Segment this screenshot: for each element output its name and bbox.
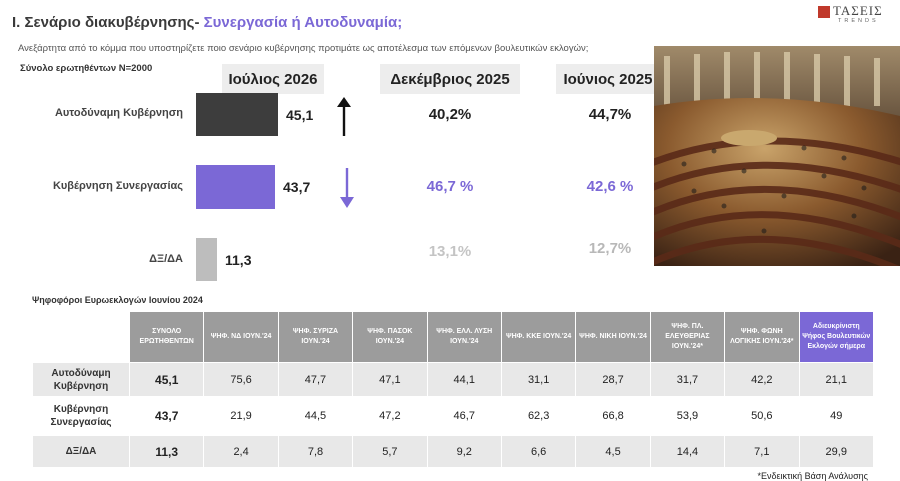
table-cell: 21,1 — [798, 362, 875, 396]
table-cell: 66,8 — [575, 396, 651, 436]
table-cell: 46,7 — [426, 396, 502, 436]
comparison-value: 12,7% — [588, 240, 632, 257]
category-label: ΔΞ/ΔΑ — [149, 253, 183, 265]
table-cell: 7,8 — [277, 436, 354, 467]
table-cell: 28,7 — [575, 362, 651, 396]
table-header-cell: Αδιευκρίνιστη Ψήφος Βουλευτικών Εκλογών … — [798, 311, 875, 363]
bar — [196, 165, 275, 209]
table-caption: Ψηφοφόροι Ευρωεκλογών Ιουνίου 2024 — [32, 295, 203, 305]
logo-sub: TRENDS — [838, 18, 879, 24]
table-cell: 44,5 — [277, 396, 354, 436]
table-header-cell: ΨΗΦ. ΠΛ. ΕΛΕΥΘΕΡΙΑΣ ΙΟΥΝ.'24* — [649, 311, 726, 363]
table-cell: 47,7 — [277, 362, 354, 396]
table-cell: 29,9 — [798, 436, 875, 467]
question-text: Ανεξάρτητα από το κόμμα που υποστηρίζετε… — [18, 43, 589, 54]
table-cell: 7,1 — [724, 436, 800, 467]
comparison-value: 42,6 % — [586, 178, 634, 195]
table-header-cell: ΨΗΦ. ΝΙΚΗ ΙΟΥΝ.'24 — [575, 311, 651, 363]
table-cell: 21,9 — [203, 396, 279, 436]
table-row: Κυβέρνηση Συνεργασίας 43,7 21,9 44,5 47,2 46,… — [32, 396, 875, 436]
logo-square-icon — [818, 6, 830, 18]
table-row: Αυτοδύναμη Κυβέρνηση 45,1 75,6 47,7 47,1 44,1… — [32, 362, 875, 396]
logo-name: ΤΑΣΕΙΣ — [833, 3, 883, 18]
table-cell: 45,1 — [128, 362, 205, 396]
bar-value-label: 11,3 — [225, 252, 252, 268]
brand-logo: ΤΑΣΕΙΣ TRENDS — [818, 3, 883, 30]
comparison-value: 40,2% — [428, 106, 472, 123]
footnote: *Ενδεικτική Βάση Ανάλυσης — [757, 471, 868, 481]
table-header-cell: ΨΗΦ. ΣΥΡΙΖΑ ΙΟΥΝ.'24 — [277, 311, 354, 363]
results-table: ΣΥΝΟΛΟ ΕΡΩΤΗΘΕΝΤΩΝ ΨΗΦ. ΝΔ ΙΟΥΝ.'24 ΨΗΦ.… — [32, 311, 875, 467]
bar — [196, 238, 217, 281]
table-cell: 14,4 — [649, 436, 726, 467]
table-header-corner — [32, 311, 130, 363]
table-header-row: ΣΥΝΟΛΟ ΕΡΩΤΗΘΕΝΤΩΝ ΨΗΦ. ΝΔ ΙΟΥΝ.'24 ΨΗΦ.… — [32, 311, 875, 363]
arrow-up-icon — [337, 97, 351, 136]
chart-title-jun-2025: Ιούνιος 2025 — [556, 64, 660, 94]
table-header-cell: ΨΗΦ. ΕΛΛ. ΛΥΣΗ ΙΟΥΝ.'24 — [426, 311, 502, 363]
table-cell: 53,9 — [649, 396, 726, 436]
row-label: Κυβέρνηση Συνεργασίας — [32, 396, 130, 436]
table-header-cell: ΨΗΦ. ΦΩΝΗ ΛΟΓΙΚΗΣ ΙΟΥΝ.'24* — [724, 311, 800, 363]
sample-size: Σύνολο ερωτηθέντων Ν=2000 — [20, 63, 153, 74]
table-cell: 9,2 — [426, 436, 502, 467]
title-prefix: Ι. Σενάριο διακυβέρνησης- — [12, 14, 200, 31]
chart-title-current: Ιούλιος 2026 — [222, 64, 324, 94]
row-label: ΔΞ/ΔΑ — [32, 436, 130, 467]
category-label: Κυβέρνηση Συνεργασίας — [52, 180, 183, 192]
table-cell: 43,7 — [128, 396, 205, 436]
table-cell: 2,4 — [203, 436, 279, 467]
table-header-cell: ΨΗΦ. ΚΚΕ ΙΟΥΝ.'24 — [500, 311, 577, 363]
table-cell: 6,6 — [500, 436, 577, 467]
parliament-photo — [654, 46, 900, 266]
row-label: Αυτοδύναμη Κυβέρνηση — [32, 362, 130, 396]
table-cell: 50,6 — [724, 396, 800, 436]
table-cell: 4,5 — [575, 436, 651, 467]
table-cell: 42,2 — [724, 362, 800, 396]
table-cell: 31,7 — [649, 362, 726, 396]
table-header-cell: ΨΗΦ. ΝΔ ΙΟΥΝ.'24 — [203, 311, 279, 363]
arrow-down-icon — [340, 168, 354, 208]
table-cell: 62,3 — [500, 396, 577, 436]
table-cell: 75,6 — [203, 362, 279, 396]
category-label: Αυτοδύναμη Κυβέρνηση — [54, 107, 183, 119]
table-cell: 49 — [798, 396, 875, 436]
bar-value-label: 45,1 — [286, 107, 314, 123]
table-cell: 44,1 — [426, 362, 502, 396]
table-header-cell: ΨΗΦ. ΠΑΣΟΚ ΙΟΥΝ.'24 — [352, 311, 428, 363]
table-cell: 47,1 — [352, 362, 428, 396]
table-cell: 31,1 — [500, 362, 577, 396]
table-cell: 47,2 — [352, 396, 428, 436]
table-row: ΔΞ/ΔΑ 11,3 2,4 7,8 5,7 9,2 6,6 4,5 14,4 7,1 29,9 — [32, 436, 875, 467]
title-accent: Συνεργασία ή Αυτοδυναμία; — [203, 14, 403, 31]
comparison-value: 13,1% — [428, 243, 472, 260]
comparison-value: 44,7% — [588, 106, 632, 123]
page-title: Ι. Σενάριο διακυβέρνησης- Συνεργασία ή Α… — [12, 14, 402, 31]
bar-value-label: 43,7 — [283, 179, 311, 195]
table-cell: 11,3 — [128, 436, 205, 467]
table-cell: 5,7 — [352, 436, 428, 467]
chart-title-dec-2025: Δεκέμβριος 2025 — [380, 64, 520, 94]
table-header-cell: ΣΥΝΟΛΟ ΕΡΩΤΗΘΕΝΤΩΝ — [128, 311, 205, 363]
comparison-value: 46,7 % — [426, 178, 474, 195]
bar — [196, 93, 278, 136]
